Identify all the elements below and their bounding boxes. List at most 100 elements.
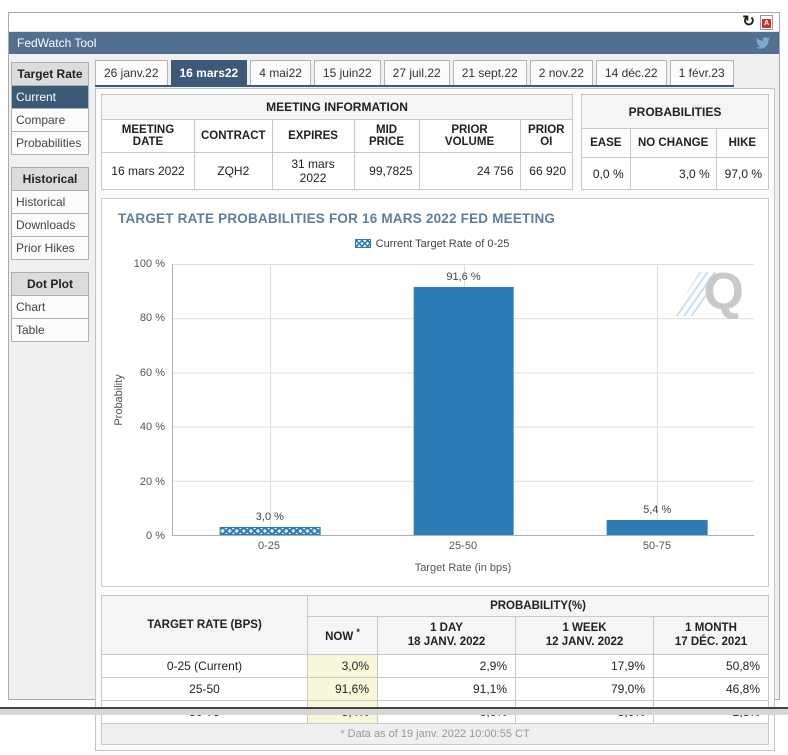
table-footnote-row: * Data as of 19 janv. 2022 10:00:55 CT xyxy=(101,722,769,745)
week-value: 17,9% xyxy=(515,653,654,678)
month-value: 50,8% xyxy=(653,653,769,678)
x-tick-0-25: 0-25 xyxy=(257,540,281,552)
pdf-badge: A xyxy=(762,18,771,28)
contract-value: ZQH2 xyxy=(194,152,273,190)
expires-value: 31 mars 2022 xyxy=(271,152,355,190)
top-icon-strip: ↻ A xyxy=(9,13,779,32)
tab-26-janv-22[interactable]: 26 janv.22 xyxy=(95,60,168,85)
now-value: 91,6% xyxy=(307,676,378,701)
sidebar-item-table[interactable]: Table xyxy=(11,319,89,342)
x-axis-title: Target Rate (in bps) xyxy=(414,562,512,574)
col-contract: CONTRACT xyxy=(194,119,273,153)
prior-oi-value: 66 920 xyxy=(519,152,574,190)
sidebar-item-current[interactable]: Current xyxy=(11,86,89,109)
no-change-value: 3,0 % xyxy=(629,157,717,190)
data-as-of-note: * Data as of 19 janv. 2022 10:00:55 CT xyxy=(101,722,769,745)
col-prior-volume: PRIOR VOLUME xyxy=(418,119,521,153)
col-prior-oi: PRIOR OI xyxy=(519,119,574,153)
bar-label-25-50: 91,6 % xyxy=(446,270,481,283)
hike-value: 97,0 % xyxy=(715,157,770,190)
col-expires: EXPIRES xyxy=(271,119,355,153)
prior-volume-value: 24 756 xyxy=(418,152,521,190)
meeting-info-title: MEETING INFORMATION xyxy=(101,94,573,120)
day-value: 91,1% xyxy=(377,676,516,701)
tab-15-juin-22[interactable]: 15 juin22 xyxy=(313,60,381,85)
x-tick-50-75: 50-75 xyxy=(642,540,672,552)
pdf-export-icon[interactable]: A xyxy=(760,14,773,30)
x-tick-25-50: 25-50 xyxy=(448,540,478,552)
title-bar: FedWatch Tool xyxy=(9,32,779,54)
legend-label: Current Target Rate of 0-25 xyxy=(375,238,510,250)
day-value: 2,9% xyxy=(377,653,516,678)
watermark-letter: Q xyxy=(703,263,744,321)
col-1-day: 1 DAY 18 JANV. 2022 xyxy=(377,616,516,655)
col-now: NOW * xyxy=(307,616,378,655)
x-axis-ticks: 0-25 25-50 50-75 xyxy=(172,540,754,552)
week-value: 79,0% xyxy=(515,676,654,701)
col-no-change: NO CHANGE xyxy=(629,128,717,159)
tab-27-juil-22[interactable]: 27 juil.22 xyxy=(383,60,450,85)
meeting-information-table: MEETING INFORMATION MEETING DATE CONTRAC… xyxy=(101,94,574,190)
y-tick-20: 20 % xyxy=(139,475,165,488)
bar-label-50-75: 5,4 % xyxy=(643,504,672,517)
quikstrike-watermark: Q xyxy=(672,263,744,322)
sidebar-item-prior-hikes[interactable]: Prior Hikes xyxy=(11,237,89,260)
sidebar: Target Rate Current Compare Probabilitie… xyxy=(11,60,89,751)
ease-value: 0,0 % xyxy=(581,157,631,190)
bar-0-25 xyxy=(219,526,321,535)
chart-legend: Current Target Rate of 0-25 xyxy=(110,238,754,250)
sidebar-header-historical: Historical xyxy=(11,167,89,191)
main-panel: MEETING INFORMATION MEETING DATE CONTRAC… xyxy=(95,88,775,751)
y-tick-80: 80 % xyxy=(139,312,165,325)
tab-1-fevr-23[interactable]: 1 févr.23 xyxy=(669,60,734,85)
tab-16-mars-22[interactable]: 16 mars22 xyxy=(170,60,248,85)
col-1-week: 1 WEEK 12 JANV. 2022 xyxy=(515,616,654,655)
refresh-icon[interactable]: ↻ xyxy=(742,13,755,30)
page-bottom-divider xyxy=(0,707,788,715)
col-hike: HIKE xyxy=(715,128,770,159)
bar-50-75 xyxy=(606,520,708,535)
twitter-icon[interactable] xyxy=(755,36,771,50)
table-row-0-25: 0-25 (Current) 3,0% 2,9% 17,9% 50,8% xyxy=(101,653,769,678)
sidebar-item-chart[interactable]: Chart xyxy=(11,296,89,319)
chart-column-25-50: 91,6 % xyxy=(367,264,561,535)
probabilities-row: 0,0 % 3,0 % 97,0 % xyxy=(581,157,770,190)
fedwatch-widget: ↻ A FedWatch Tool Target Rate Current Co… xyxy=(8,12,780,751)
plot-area: Q 3,0 % 91,6 % xyxy=(172,263,754,536)
sidebar-item-probabilities[interactable]: Probabilities xyxy=(11,132,89,155)
chart-column-50-75: 5,4 % xyxy=(560,264,754,535)
sidebar-item-compare[interactable]: Compare xyxy=(11,109,89,132)
page-title: FedWatch Tool xyxy=(17,36,97,50)
table-row-25-50: 25-50 91,6% 91,1% 79,0% 46,8% xyxy=(101,676,769,701)
rate-label: 0-25 (Current) xyxy=(101,653,308,678)
probability-history-table: TARGET RATE (BPS) PROBABILITY(%) NOW * 1… xyxy=(101,595,769,745)
row-header-target-rate-bps: TARGET RATE (BPS) xyxy=(101,595,308,655)
legend-swatch-hatched xyxy=(354,239,371,248)
rate-label: 25-50 xyxy=(101,676,308,701)
mid-price-value: 99,7825 xyxy=(353,152,420,190)
group-header-probability: PROBABILITY(%) xyxy=(307,595,769,617)
target-rate-chart: TARGET RATE PROBABILITIES FOR 16 MARS 20… xyxy=(101,198,769,587)
tab-21-sept-22[interactable]: 21 sept.22 xyxy=(452,60,527,85)
now-value: 3,0% xyxy=(307,653,378,678)
y-tick-60: 60 % xyxy=(139,366,165,379)
meeting-date-tabs: 26 janv.22 16 mars22 4 mai22 15 juin22 2… xyxy=(95,60,734,87)
probabilities-summary-table: PROBABILITIES EASE NO CHANGE HIKE 0,0 % … xyxy=(581,93,770,190)
y-axis-title: Probability xyxy=(113,374,125,426)
sidebar-header-target-rate: Target Rate xyxy=(11,62,89,86)
tab-14-dec-22[interactable]: 14 déc.22 xyxy=(595,60,667,85)
sidebar-header-dot-plot: Dot Plot xyxy=(11,272,89,296)
meeting-info-row: 16 mars 2022 ZQH2 31 mars 2022 99,7825 2… xyxy=(101,152,574,190)
tab-2-nov-22[interactable]: 2 nov.22 xyxy=(529,60,593,85)
y-axis-ticks: 0 % 20 % 40 % 60 % 80 % 100 % xyxy=(128,258,172,542)
bar-25-50 xyxy=(413,286,514,535)
chart-column-0-25: 3,0 % xyxy=(173,264,367,535)
tab-4-mai-22[interactable]: 4 mai22 xyxy=(250,60,311,85)
sidebar-item-historical[interactable]: Historical xyxy=(11,191,89,214)
sidebar-item-downloads[interactable]: Downloads xyxy=(11,214,89,237)
y-tick-40: 40 % xyxy=(139,421,165,434)
probabilities-title: PROBABILITIES xyxy=(581,93,769,130)
meeting-date-value: 16 mars 2022 xyxy=(101,152,195,190)
footnote-mark: * xyxy=(356,626,360,637)
col-meeting-date: MEETING DATE xyxy=(101,119,195,153)
